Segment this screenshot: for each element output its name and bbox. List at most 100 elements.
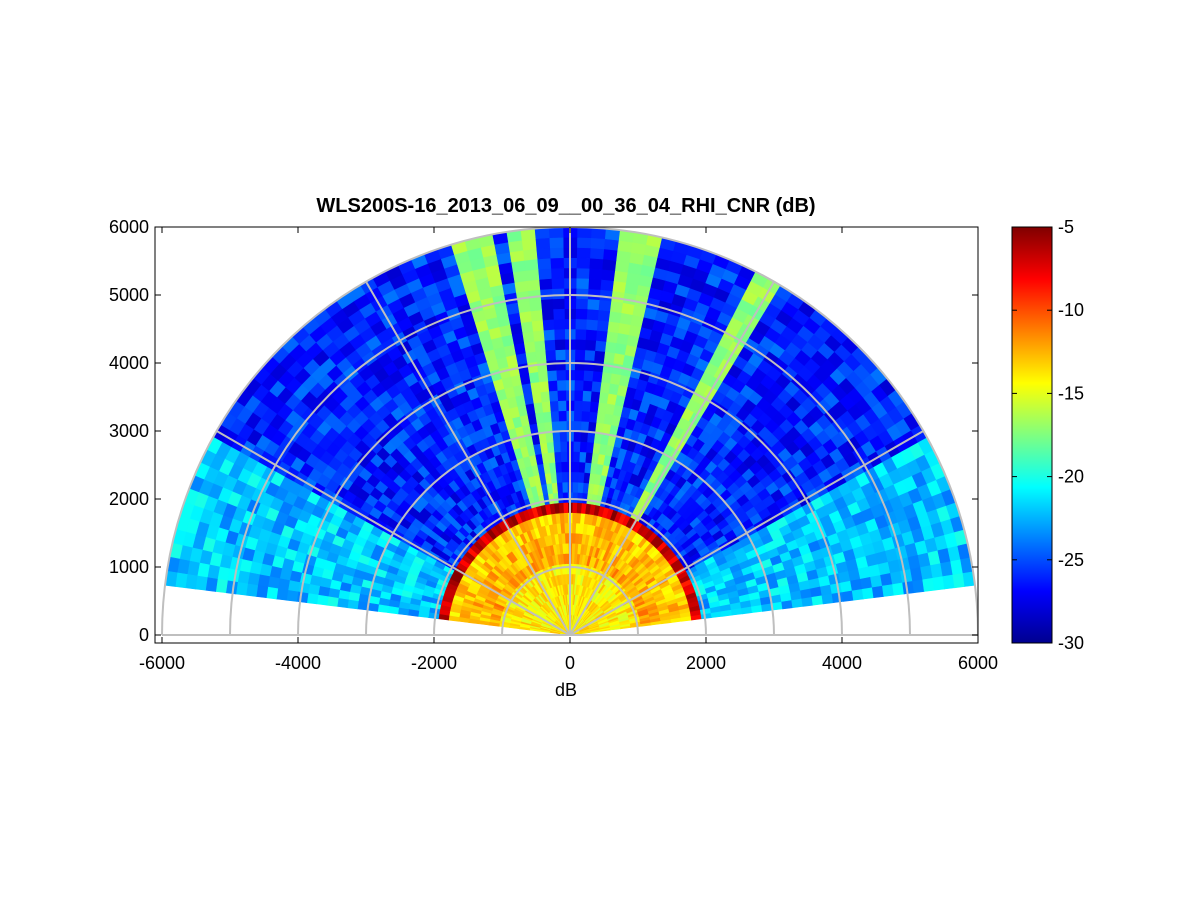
x-axis-label: dB	[555, 680, 577, 700]
heatmap-cell	[316, 594, 329, 606]
heatmap-cell	[571, 522, 577, 534]
heatmap-cell	[538, 278, 553, 290]
heatmap-cell	[881, 583, 895, 597]
heatmap-cell	[586, 308, 599, 321]
heatmap-cell	[587, 421, 597, 433]
heatmap-cell	[265, 586, 279, 600]
heatmap-cell	[539, 288, 553, 301]
heatmap-cell	[587, 278, 602, 290]
heatmap-cell	[601, 258, 617, 271]
heatmap-cell	[571, 542, 576, 554]
heatmap-cell	[574, 349, 586, 361]
heatmap-cell	[576, 247, 591, 259]
x-tick-label: -6000	[139, 653, 185, 673]
heatmap-cell	[571, 491, 578, 503]
heatmap-cell	[611, 362, 623, 376]
axes: -6000 -4000 -2000 0 2000 4000 6000 0 1000 2000 300…	[109, 217, 998, 673]
heatmap-cell	[535, 247, 551, 260]
chart-title: WLS200S-16_2013_06_09__00_36_04_RHI_CNR …	[316, 195, 815, 217]
heatmap-cell	[590, 380, 602, 393]
heatmap-cell	[577, 481, 584, 494]
heatmap-cell	[531, 319, 544, 332]
heatmap-cell	[255, 585, 269, 599]
colorbar-scale	[1011, 226, 1053, 644]
heatmap-cell	[553, 318, 566, 330]
heatmap-cell	[578, 461, 586, 473]
heatmap-cell	[521, 238, 537, 251]
heatmap-cell	[523, 258, 539, 271]
heatmap-cell	[377, 604, 390, 613]
heatmap-cell	[573, 430, 582, 442]
heatmap-cell	[558, 430, 567, 442]
heatmap-cell	[575, 277, 590, 290]
heatmap-cell	[576, 502, 582, 514]
heatmap-cell	[522, 248, 538, 261]
heatmap-cell	[557, 400, 567, 412]
heatmap-cell	[861, 586, 875, 600]
heatmap-cell	[572, 461, 580, 473]
x-tick-label: -2000	[411, 653, 457, 673]
heatmap-cell	[549, 400, 559, 412]
heatmap-cell	[577, 471, 585, 483]
heatmap-cell	[599, 381, 611, 394]
heatmap-cell	[583, 359, 595, 372]
heatmap-cell	[336, 597, 349, 609]
heatmap-cell	[572, 451, 580, 463]
heatmap-cell	[584, 349, 596, 361]
y-tick-label: 3000	[109, 421, 149, 441]
heatmap-cell	[579, 430, 589, 443]
heatmap-cell	[561, 481, 568, 493]
cnr-heatmap	[164, 227, 976, 636]
heatmap-cell	[604, 341, 617, 354]
heatmap-cell	[598, 299, 612, 312]
heatmap-cell	[286, 589, 299, 602]
heatmap-cell	[575, 287, 589, 300]
heatmap-cell	[516, 300, 531, 313]
heatmap-cell	[297, 582, 311, 594]
heatmap-cell	[544, 349, 556, 361]
heatmap-cell	[584, 451, 593, 464]
heatmap-cell	[548, 227, 564, 239]
heatmap-cell	[588, 267, 603, 280]
heatmap-cell	[548, 390, 559, 402]
heatmap-cell	[529, 309, 543, 322]
heatmap-cell	[541, 308, 554, 321]
heatmap-cell	[558, 420, 567, 432]
heatmap-cell	[532, 329, 545, 342]
heatmap-cell	[553, 328, 566, 340]
heatmap-cell	[572, 481, 579, 493]
y-tick-label: 2000	[109, 489, 149, 509]
heatmap-cell	[576, 227, 592, 239]
heatmap-cell	[538, 380, 550, 393]
heatmap-cell	[596, 319, 609, 332]
heatmap-cell	[296, 591, 309, 604]
heatmap-cell	[306, 593, 319, 605]
heatmap-cell	[551, 430, 561, 443]
heatmap-cell	[571, 512, 577, 524]
angle-spoke	[365, 281, 571, 636]
heatmap-cell	[593, 350, 606, 363]
y-tick-label: 4000	[109, 353, 149, 373]
heatmap-cell	[606, 320, 620, 334]
heatmap-cell	[552, 298, 565, 310]
heatmap-cell	[595, 329, 608, 342]
heatmap-cell	[575, 298, 588, 310]
heatmap-cell	[574, 359, 585, 371]
x-tick-label: 6000	[958, 653, 998, 673]
heatmap-cell	[579, 441, 588, 453]
heatmap-cell	[515, 290, 530, 303]
heatmap-cell	[574, 369, 585, 381]
heatmap-cell	[596, 401, 608, 414]
heatmap-cell	[603, 351, 616, 364]
colorbar-tick-label: -20	[1058, 467, 1084, 487]
heatmap-cell	[554, 338, 566, 351]
heatmap-cell	[551, 287, 565, 300]
heatmap-cell	[540, 298, 554, 311]
heatmap-cell	[387, 605, 400, 615]
heatmap-cell	[537, 370, 549, 383]
x-tick-label: -4000	[275, 653, 321, 673]
heatmap-cell	[576, 257, 591, 269]
heatmap-cell	[524, 268, 540, 282]
heatmap-cell	[554, 349, 566, 361]
heatmap-cell	[588, 411, 598, 423]
